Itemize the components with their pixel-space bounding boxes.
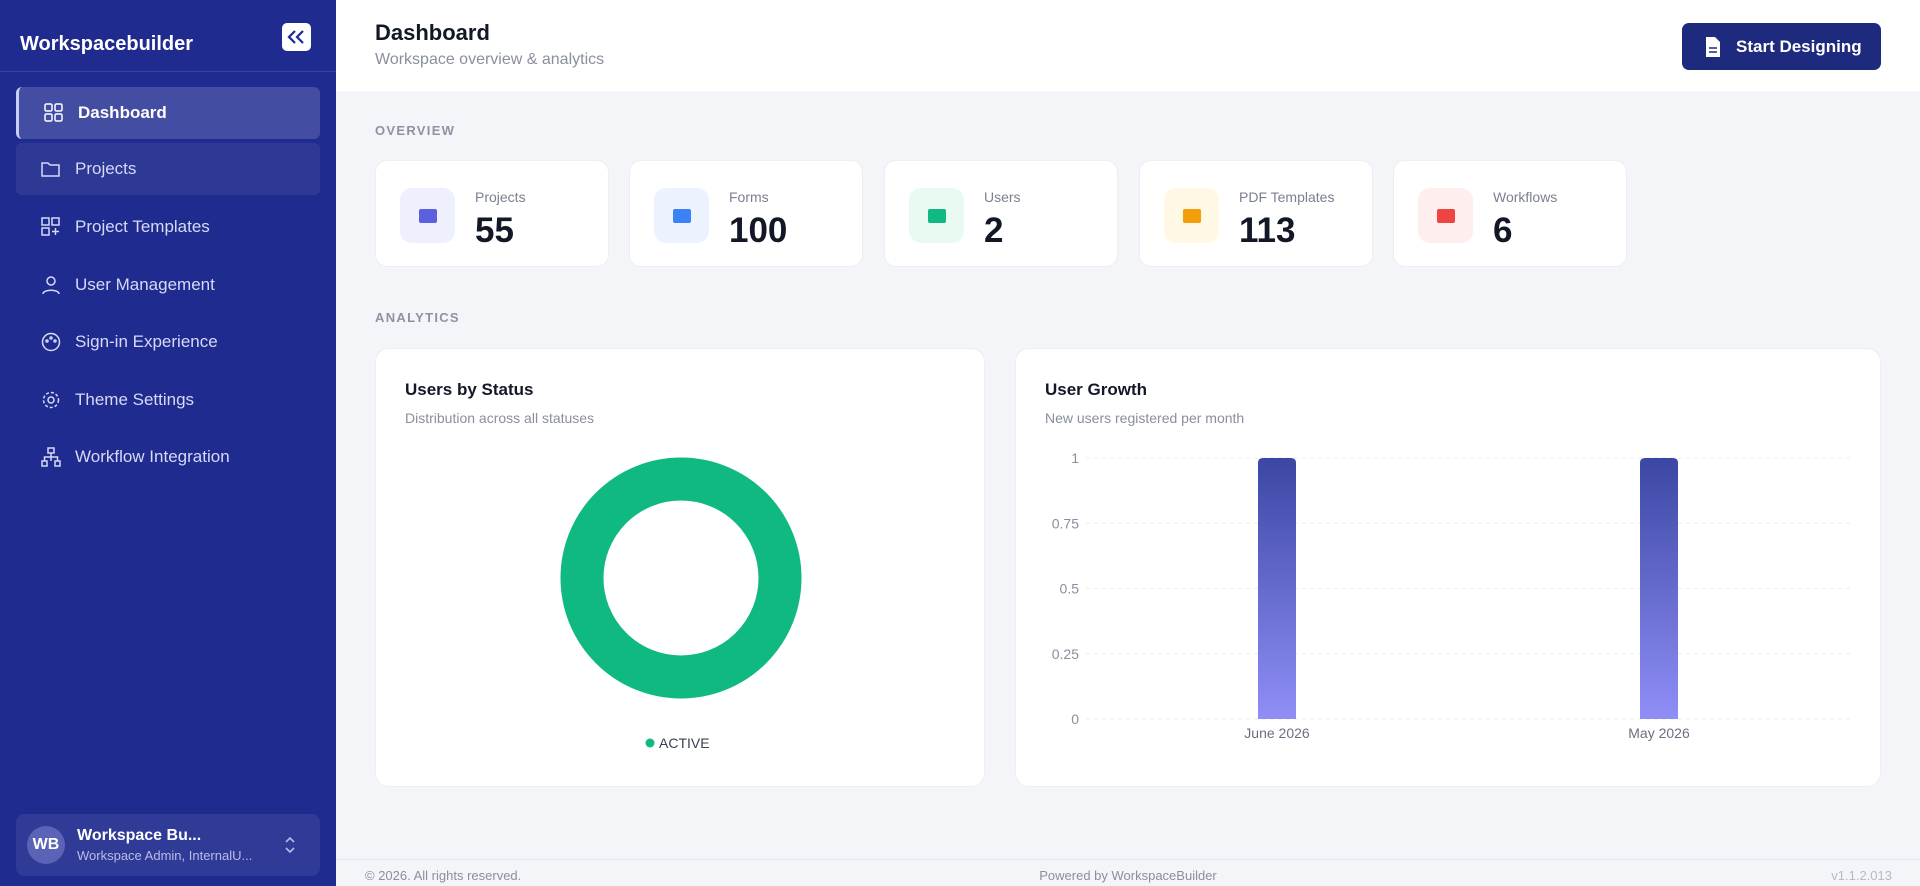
pie-chart: ACTIVE xyxy=(560,457,802,751)
pie-slice xyxy=(560,457,802,699)
bar-chart: 0 0.25 0.5 0.75 1 June 2026 May 2026 xyxy=(1052,450,1850,741)
chart-subtitle: Distribution across all statuses xyxy=(405,410,595,426)
icon xyxy=(1436,208,1455,223)
legend-swatch xyxy=(645,738,655,748)
icon xyxy=(927,208,946,223)
stat-card: Forms 100 xyxy=(629,160,863,267)
x-tick-label: June 2026 xyxy=(1244,725,1310,741)
card-label: Workflows xyxy=(1493,189,1558,205)
nav-item[interactable]: Project Templates xyxy=(16,201,320,253)
legend-label: ACTIVE xyxy=(659,735,710,751)
nav-label: Workflow Integration xyxy=(75,447,230,466)
section-label: OVERVIEW xyxy=(375,123,456,138)
nav-icon xyxy=(41,332,61,352)
chart-title: User Growth xyxy=(1045,380,1148,399)
nav-label: Dashboard xyxy=(78,103,167,122)
nav-icon xyxy=(41,217,60,236)
chart-subtitle: New users registered per month xyxy=(1045,410,1245,426)
card-icon xyxy=(654,188,709,243)
stat-card: Projects 55 xyxy=(375,160,609,267)
card-label: Users xyxy=(984,189,1021,205)
chart-title: Users by Status xyxy=(405,380,534,399)
card-icon xyxy=(1418,188,1473,243)
nav-item[interactable]: Theme Settings xyxy=(16,374,320,426)
icon xyxy=(672,208,691,223)
sidebar: Workspacebuilder Dashboard Projects Projec… xyxy=(0,0,336,886)
stat-card: PDF Templates 113 xyxy=(1139,160,1373,267)
nav-item[interactable]: Workflow Integration xyxy=(16,431,320,483)
user-role: Workspace Admin, InternalU... xyxy=(77,848,253,863)
card-label: Forms xyxy=(729,189,769,205)
nav-icon xyxy=(44,103,63,122)
nav-icon xyxy=(42,275,60,294)
y-tick-label: 0.75 xyxy=(1052,515,1079,531)
nav-icon xyxy=(41,447,61,467)
y-tick-label: 0 xyxy=(1071,711,1079,727)
bar-panel: User Growth New users registered per mon… xyxy=(1015,348,1881,787)
section-label: ANALYTICS xyxy=(375,310,460,325)
y-tick-label: 0.5 xyxy=(1060,581,1080,597)
y-tick-label: 0.25 xyxy=(1052,646,1079,662)
card-value: 100 xyxy=(729,211,788,250)
card-value: 113 xyxy=(1239,211,1296,250)
bar xyxy=(1640,458,1678,719)
nav-item[interactable]: User Management xyxy=(16,259,320,311)
footer: © 2026. All rights reserved. Powered by … xyxy=(336,859,1920,886)
header: Dashboard Workspace overview & analytics… xyxy=(336,0,1920,91)
nav-label: Project Templates xyxy=(75,217,210,236)
start-designing-button[interactable]: Start Designing xyxy=(1682,23,1881,70)
card-value: 6 xyxy=(1493,211,1513,250)
collapse-icon xyxy=(287,30,304,44)
nav-label: Theme Settings xyxy=(75,389,195,409)
stat-card: Users 2 xyxy=(884,160,1118,267)
card-value: 55 xyxy=(475,211,514,250)
y-tick-label: 1 xyxy=(1071,450,1079,466)
chevrons xyxy=(285,836,295,854)
card-value: 2 xyxy=(984,211,1004,250)
pie-panel: Users by Status Distribution across all … xyxy=(375,348,985,787)
button-label: Start Designing xyxy=(1736,36,1862,56)
card-label: PDF Templates xyxy=(1239,189,1335,205)
nav-label: Projects xyxy=(75,159,137,178)
nav-label: User Management xyxy=(75,274,215,294)
nav-icon xyxy=(41,162,60,177)
nav-item[interactable]: Sign-in Experience xyxy=(16,316,320,368)
powered-by: Powered by WorkspaceBuilder xyxy=(1039,868,1217,883)
doc-icon xyxy=(1706,37,1720,57)
stat-card: Workflows 6 xyxy=(1393,160,1627,267)
collapse-button[interactable] xyxy=(282,23,311,51)
avatar: WB xyxy=(27,826,65,864)
nav-label: Sign-in Experience xyxy=(75,332,218,351)
x-tick-label: May 2026 xyxy=(1628,725,1690,741)
card-icon xyxy=(909,188,964,243)
nav-item[interactable]: Projects xyxy=(16,143,320,195)
user-name: Workspace Bu... xyxy=(77,827,202,844)
page-subtitle: Workspace overview & analytics xyxy=(375,51,605,68)
bar xyxy=(1258,458,1296,719)
user-box[interactable]: WB Workspace Bu... Workspace Admin, Inte… xyxy=(16,814,320,876)
icon xyxy=(418,208,437,223)
card-icon xyxy=(1164,188,1219,243)
nav-icon xyxy=(42,391,60,408)
card-label: Projects xyxy=(475,189,526,205)
card-icon xyxy=(400,188,455,243)
icon xyxy=(1182,208,1201,223)
brand: Workspacebuilder xyxy=(20,33,194,55)
page-title: Dashboard xyxy=(375,20,490,45)
version: v1.1.2.013 xyxy=(1831,868,1892,883)
divider xyxy=(0,71,336,72)
nav-item[interactable]: Dashboard xyxy=(16,87,320,139)
copyright: © 2026. All rights reserved. xyxy=(365,868,522,883)
